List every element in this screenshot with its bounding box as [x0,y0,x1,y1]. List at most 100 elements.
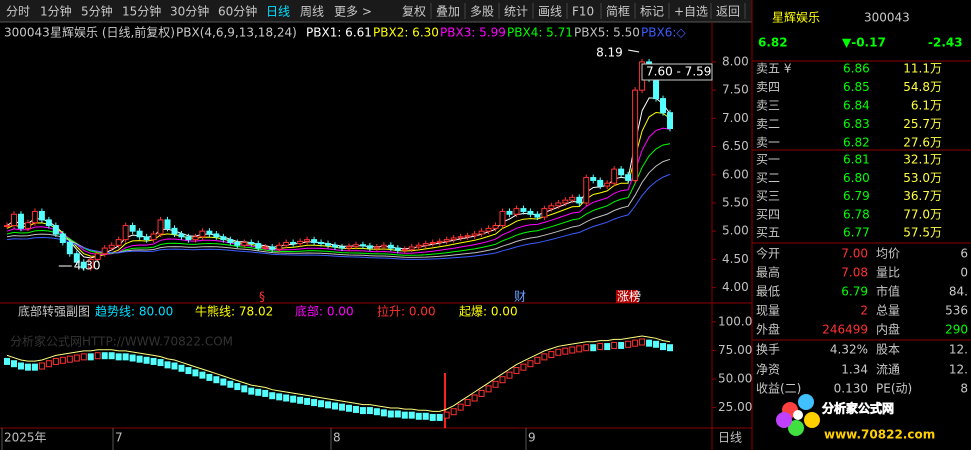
period-tab[interactable]: 5分钟 [81,4,113,19]
sell-volume: 25.7万 [903,117,942,131]
stat-label: 均价 [876,247,900,261]
candle [429,241,436,245]
tool-button[interactable]: 返回 [716,5,740,19]
candle [352,244,359,247]
tool-button[interactable]: 简框 [606,5,630,19]
pbx-value: PBX5: 5.50 [574,26,640,40]
tool-button[interactable]: 多股 [470,5,494,19]
sub-bar [625,340,632,348]
tool-button[interactable]: 标记 [640,5,664,19]
buy-label: 买一 [756,153,780,167]
pbx-value: PBX3: 5.99 [440,26,506,40]
candle [31,210,38,224]
sell-price: 6.83 [843,117,870,131]
pbx-line [6,173,671,260]
candle [541,208,548,218]
pbx-value: PBX6:◇ [641,26,686,40]
candle [506,210,513,215]
sub-bar [129,354,136,362]
candle [164,219,171,229]
tool-button[interactable]: +自选 [674,5,708,19]
pbx-value: PBX4: 5.71 [507,26,573,40]
buy-volume: 77.0万 [903,207,942,221]
y-tick-label: 8.00 [722,54,749,68]
period-tab[interactable]: 日线 [266,5,290,19]
event-marker: 涨榜 [617,289,641,304]
period-tab[interactable]: 60分钟 [218,4,257,19]
sub-bar [366,407,373,415]
sub-bar [646,339,653,347]
y-tick-label: 50.00 [718,372,752,386]
period-tab[interactable]: 15分钟 [122,4,161,19]
sub-bar [234,383,241,391]
period-tab[interactable]: 分时 [6,5,30,19]
sub-bar [639,338,646,346]
indicator-name: PBX(4,6,9,13,18,24) [176,26,297,40]
y-tick-label: 100.0 [718,314,752,328]
period-tab[interactable]: 更多 > [334,5,372,19]
period-tab[interactable]: 周线 [300,5,324,19]
sub-bar [192,369,199,377]
candle [213,233,220,238]
period-tab[interactable]: 1分钟 [40,4,72,19]
stat-value: 246499 [822,323,868,337]
candle [583,177,590,204]
sub-bar [450,408,457,416]
sub-bar [380,409,387,417]
logo-petal [776,412,792,428]
stat-label: 现量 [756,304,780,318]
candle [192,236,199,241]
toolbar-bg [0,0,752,22]
stock-code: 300043 [4,26,50,40]
buy-label: 买三 [756,189,780,203]
candle [422,243,429,246]
buy-label: 买二 [756,171,780,185]
logo-petal [788,420,804,436]
date-label: 2025年 [4,431,47,445]
candle [618,168,625,176]
logo-core [793,410,803,420]
buy-label: 买四 [756,207,780,221]
y-tick-label: 5.50 [722,195,749,209]
candle [297,240,304,245]
sub-bar [283,394,290,402]
tool-button[interactable]: 复权 [402,5,426,19]
stat-value: 12. [949,343,968,357]
sub-bar [618,341,625,349]
buy-volume: 53.0万 [903,171,942,185]
sub-bar [248,387,255,395]
sub-bar [59,356,66,364]
sub-bar [611,341,618,349]
candle [325,243,332,246]
tool-button[interactable]: F10 [572,5,594,19]
sell-label: 卖一 [756,136,780,150]
logo-petal [798,394,814,410]
tool-button[interactable]: 统计 [504,5,528,19]
marker-bg [616,290,638,303]
candle [569,196,576,201]
sub-bar [394,410,401,418]
sub-bar [199,371,206,379]
candle [464,235,471,238]
tool-button[interactable]: 叠加 [436,5,460,19]
candle [311,239,318,243]
cursor-label: 7.60 - 7.59 [646,65,711,79]
period-tab[interactable]: 30分钟 [170,4,209,19]
stat-value: 536 [945,304,968,318]
candle [4,225,10,228]
candle [548,205,555,210]
candle [234,241,241,246]
candle [24,222,31,229]
sub-bar [408,411,415,419]
quote-change: ▼-0.17 [842,36,886,50]
sub-bar [485,385,492,393]
sub-bar [569,346,576,354]
sub-bar [157,359,164,367]
tool-button[interactable]: 画线 [538,5,562,19]
stat-value: 6.79 [841,285,868,299]
candle [401,248,408,251]
sub-bar [457,403,464,411]
candle [450,237,457,241]
candle [227,239,234,243]
